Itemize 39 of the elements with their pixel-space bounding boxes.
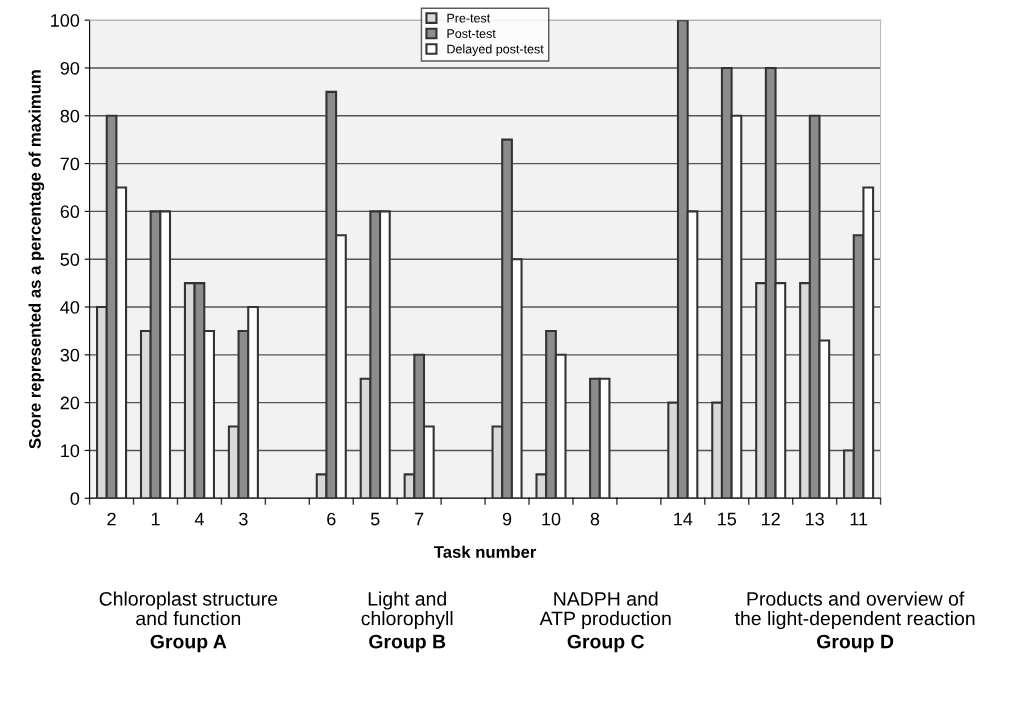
x-tick-label: 13: [805, 512, 824, 526]
y-tick-label: 0: [70, 492, 80, 505]
y-tick-label: 20: [60, 396, 80, 410]
x-tick-label: 5: [370, 512, 380, 526]
y-tick-label: 50: [60, 253, 80, 266]
text: Chloroplast structure and function: [99, 591, 278, 626]
text: Products and overview of the light-dependent reaction: [734, 591, 975, 630]
x-tick-label: 10: [542, 512, 561, 526]
x-tick-label: 12: [762, 512, 780, 526]
x-tick-label: 6: [327, 512, 336, 526]
text: NADPH and ATP production: [539, 591, 671, 630]
x-tick-label: 8: [590, 512, 600, 526]
y-axis-title: Score represented as a percentage of maximum: [28, 70, 45, 449]
x-tick-label: 3: [239, 512, 248, 526]
legend-label: Delayed post-test: [447, 44, 544, 56]
text: Group C: [567, 634, 645, 653]
x-tick-label: 14: [674, 512, 693, 526]
x-tick-label: 4: [194, 512, 204, 526]
text: Group A: [150, 634, 227, 653]
y-tick-label: 40: [60, 300, 80, 314]
text: Group D: [817, 634, 894, 653]
text: Group B: [369, 634, 446, 653]
y-tick-label: 70: [60, 157, 80, 171]
y-tick-label: 100: [51, 14, 80, 27]
x-tick-label: 11: [850, 512, 868, 526]
text: Light and chlorophyll: [361, 591, 453, 630]
y-tick-label: 30: [60, 348, 80, 362]
x-tick-label: 9: [502, 512, 512, 526]
x-tick-label: 15: [718, 512, 737, 526]
x-axis-title: Task number: [434, 545, 537, 558]
x-tick-label: 1: [151, 512, 160, 526]
legend-label: Post-test: [447, 29, 496, 38]
y-tick-label: 10: [61, 444, 80, 458]
legend-label: Pre-test: [447, 13, 491, 23]
y-tick-label: 90: [60, 61, 80, 75]
y-tick-label: 80: [60, 109, 80, 123]
y-tick-label: 60: [60, 205, 80, 219]
x-tick-label: 7: [415, 512, 424, 526]
x-tick-label: 2: [107, 512, 116, 526]
